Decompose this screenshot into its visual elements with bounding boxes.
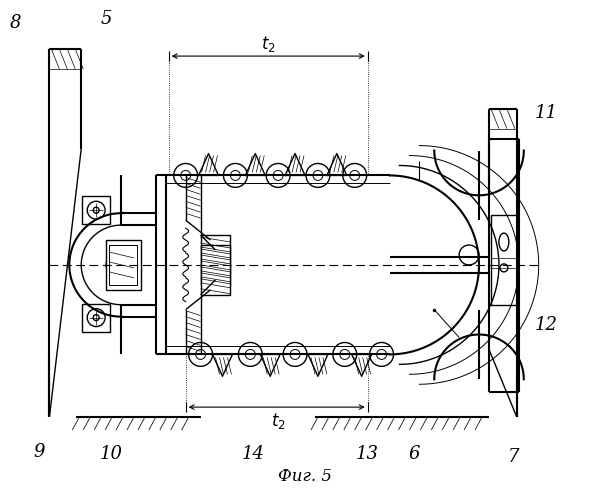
Bar [109,245,137,285]
Text: 7: 7 [508,448,519,466]
Text: 6: 6 [409,445,420,463]
Text: 14: 14 [242,445,265,463]
Text: 12: 12 [535,316,558,334]
Circle shape [370,342,393,366]
Bar [82,196,110,224]
Circle shape [93,314,99,320]
Circle shape [174,164,197,188]
Circle shape [87,202,105,219]
Circle shape [283,342,307,366]
Bar [106,240,141,290]
Text: Фиг. 5: Фиг. 5 [278,468,332,485]
Circle shape [459,245,479,265]
Circle shape [290,350,300,360]
Circle shape [266,164,290,188]
Bar [82,304,110,332]
Text: $t_2$: $t_2$ [271,411,285,431]
Text: 10: 10 [100,445,123,463]
Text: 8: 8 [10,14,21,32]
Text: $t_2$: $t_2$ [261,34,276,54]
Circle shape [340,350,349,360]
Circle shape [306,164,330,188]
Circle shape [189,342,213,366]
Text: 11: 11 [535,104,558,122]
Circle shape [500,264,508,272]
Circle shape [333,342,357,366]
Circle shape [224,164,247,188]
Circle shape [230,170,240,180]
Circle shape [87,308,105,326]
Circle shape [313,170,323,180]
Circle shape [246,350,255,360]
Circle shape [273,170,283,180]
Bar [200,235,230,285]
Bar [200,245,230,294]
Circle shape [115,259,127,271]
Circle shape [181,170,191,180]
Circle shape [349,170,360,180]
Circle shape [238,342,262,366]
Text: 13: 13 [356,445,379,463]
Circle shape [376,350,387,360]
Circle shape [93,207,99,213]
Circle shape [343,164,367,188]
Text: 9: 9 [34,443,45,461]
Ellipse shape [499,233,509,251]
Circle shape [106,250,136,280]
Bar [491,215,517,304]
Circle shape [196,350,205,360]
Text: 5: 5 [100,10,112,29]
